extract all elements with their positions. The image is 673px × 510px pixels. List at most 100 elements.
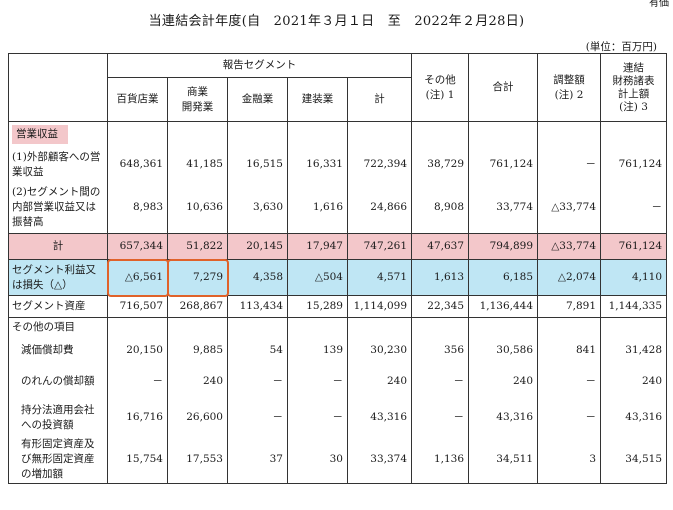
cell-commercial-dev: 10,636 xyxy=(167,181,228,234)
row-label: 持分法適用会社への投資額 xyxy=(8,399,108,436)
cell-total: 761,124 xyxy=(468,147,539,182)
cell-total: 33,774 xyxy=(468,181,539,234)
header-department-store: 百貨店業 xyxy=(107,77,168,122)
cell-other: － xyxy=(411,363,470,400)
cell-commercial-dev: 240 xyxy=(167,363,228,400)
header-blank xyxy=(8,53,108,122)
cell-adjustment: 7,891 xyxy=(537,295,602,318)
header-construction: 建装業 xyxy=(287,77,348,122)
cell-construction: 16,331 xyxy=(287,147,348,182)
cell-other: 8,908 xyxy=(411,181,470,234)
row-total-revenue: 計 657,344 51,822 20,145 17,947 747,261 4… xyxy=(8,233,668,260)
row-segment-profit: セグメント利益又は損失（△） △6,561 7,279 4,358 △504 4… xyxy=(8,258,668,297)
operating-revenue-label: 営業収益 xyxy=(12,125,68,145)
cell-commercial-dev-highlighted: 7,279 xyxy=(166,258,229,297)
cell-consolidated: 31,428 xyxy=(600,337,668,364)
cell-commercial-dev: 268,867 xyxy=(167,295,228,318)
cell-finance: － xyxy=(227,363,288,400)
cell-construction: 15,289 xyxy=(287,295,348,318)
cell-commercial-dev: 17,553 xyxy=(167,435,228,484)
cell-consolidated: 761,124 xyxy=(600,147,668,182)
cell-total: 794,899 xyxy=(468,233,539,260)
header-consolidated: 連結 財務諸表 計上額 (注) 3 xyxy=(600,53,668,122)
cell-other: 22,345 xyxy=(411,295,470,318)
cell-total: 240 xyxy=(468,363,539,400)
cell-construction: 17,947 xyxy=(287,233,348,260)
cell-consolidated: 1,144,335 xyxy=(600,295,668,318)
page-corner-text: 有価 xyxy=(649,0,669,9)
cell-subtotal: 4,571 xyxy=(346,259,413,296)
header-row-2: 百貨店業 商業 開発業 金融業 建装業 計 xyxy=(9,77,667,122)
cell-subtotal: 24,866 xyxy=(346,181,413,234)
cell-department-store: － xyxy=(107,363,168,400)
row-label: セグメント利益又は損失（△） xyxy=(8,259,108,296)
cell-consolidated: － xyxy=(600,181,668,234)
header-other: その他 (注) 1 xyxy=(411,53,470,122)
cell-subtotal: 747,261 xyxy=(346,233,413,260)
cell-total: 34,511 xyxy=(468,435,539,484)
cell-subtotal: 33,374 xyxy=(346,435,413,484)
cell-other: 47,637 xyxy=(411,233,470,260)
cell-other: 1,136 xyxy=(411,435,470,484)
header-subtotal: 計 xyxy=(346,77,413,122)
row-goodwill: のれんの償却額 － 240 － － 240 － 240 － 240 xyxy=(8,363,668,400)
header-row-1: 報告セグメント その他 (注) 1 合計 調整額 (注) 2 連結 財務諸表 計… xyxy=(8,53,668,122)
cell-department-store-highlighted: △6,561 xyxy=(106,258,169,297)
header-total: 合計 xyxy=(468,53,539,122)
cell-adjustment: △33,774 xyxy=(537,233,602,260)
cell-total: 30,586 xyxy=(468,337,539,364)
cell-adjustment: 3 xyxy=(537,435,602,484)
row-intersegment: (2)セグメント間の内部営業収益又は振替高 8,983 10,636 3,630… xyxy=(8,181,668,234)
cell-subtotal: 1,114,099 xyxy=(346,295,413,318)
row-label: 減価償却費 xyxy=(8,337,108,364)
cell-department-store: 20,150 xyxy=(107,337,168,364)
cell-finance: 20,145 xyxy=(227,233,288,260)
cell-consolidated: 43,316 xyxy=(600,399,668,436)
cell-adjustment: － xyxy=(537,147,602,182)
header-commercial-dev: 商業 開発業 xyxy=(167,77,228,122)
row-segment-assets: セグメント資産 716,507 268,867 113,434 15,289 1… xyxy=(8,295,668,318)
table-title: 当連結会計年度(自 2021年３月１日 至 2022年２月28日) xyxy=(148,14,525,29)
cell-finance: 37 xyxy=(227,435,288,484)
cell-subtotal: 240 xyxy=(346,363,413,400)
cell-finance: 3,630 xyxy=(227,181,288,234)
cell-department-store: 716,507 xyxy=(107,295,168,318)
cell-adjustment: － xyxy=(537,363,602,400)
cell-finance: 113,434 xyxy=(227,295,288,318)
unit-label: (単位：百万円) xyxy=(585,41,657,53)
cell-total: 6,185 xyxy=(468,259,539,296)
row-label: セグメント資産 xyxy=(8,295,108,318)
cell-construction: △504 xyxy=(287,259,348,296)
row-label: 計 xyxy=(8,233,108,260)
row-other-items: その他の項目 xyxy=(8,317,668,338)
cell-other: 1,613 xyxy=(411,259,470,296)
row-external: (1)外部顧客への営業収益 648,361 41,185 16,515 16,3… xyxy=(8,147,668,182)
cell-adjustment: 841 xyxy=(537,337,602,364)
cell-finance: － xyxy=(227,399,288,436)
header-adjustment: 調整額 (注) 2 xyxy=(537,53,602,122)
cell-consolidated: 34,515 xyxy=(600,435,668,484)
cell-construction: 1,616 xyxy=(287,181,348,234)
cell-finance: 4,358 xyxy=(227,259,288,296)
cell-consolidated: 761,124 xyxy=(600,233,668,260)
cell-construction: 30 xyxy=(287,435,348,484)
cell-subtotal: 43,316 xyxy=(346,399,413,436)
cell-construction: － xyxy=(287,399,348,436)
row-label: 有形固定資産及び無形固定資産の増加額 xyxy=(8,435,108,484)
cell-total: 43,316 xyxy=(468,399,539,436)
header-finance: 金融業 xyxy=(227,77,288,122)
row-operating-revenue: 営業収益 xyxy=(8,121,668,148)
cell-commercial-dev: 51,822 xyxy=(167,233,228,260)
cell-department-store: 657,344 xyxy=(107,233,168,260)
row-label: のれんの償却額 xyxy=(8,363,108,400)
row-label: その他の項目 xyxy=(8,317,108,338)
cell-adjustment: △2,074 xyxy=(537,259,602,296)
cell-adjustment: △33,774 xyxy=(537,181,602,234)
cell-adjustment: － xyxy=(537,399,602,436)
cell-finance: 16,515 xyxy=(227,147,288,182)
row-equity-investment: 持分法適用会社への投資額 16,716 26,600 － － 43,316 － … xyxy=(8,399,668,436)
cell-subtotal: 722,394 xyxy=(346,147,413,182)
row-depreciation: 減価償却費 20,150 9,885 54 139 30,230 356 30,… xyxy=(8,337,668,364)
cell-construction: 139 xyxy=(287,337,348,364)
cell-other: 356 xyxy=(411,337,470,364)
